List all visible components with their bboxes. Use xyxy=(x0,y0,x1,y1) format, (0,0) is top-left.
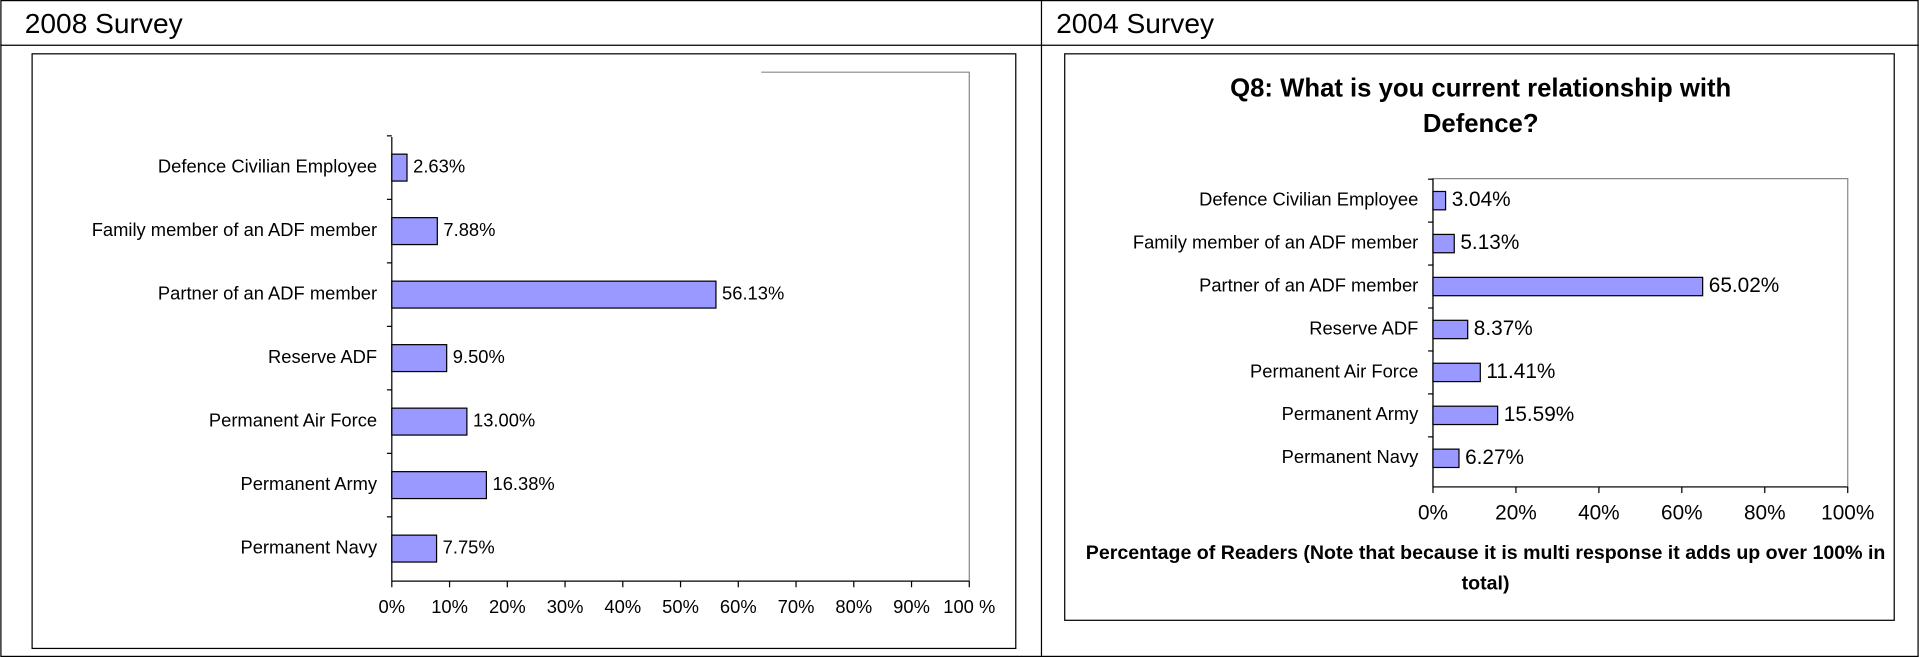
y-tick-label: Reserve ADF xyxy=(1309,317,1418,338)
x-tick-label: 50% xyxy=(662,596,699,617)
x-tick-label: 80% xyxy=(1744,501,1786,524)
y-tick-label: Partner of an ADF member xyxy=(1199,274,1418,295)
data-label: 13.00% xyxy=(473,409,535,430)
bar xyxy=(391,217,438,246)
bar xyxy=(391,471,488,500)
data-label: 9.50% xyxy=(453,346,505,367)
y-tick-label: Permanent Air Force xyxy=(1250,360,1418,381)
bar xyxy=(1432,276,1704,297)
data-label: 5.13% xyxy=(1460,231,1519,254)
chart-title-box: Q8: What is you current relationship wit… xyxy=(1230,74,1732,139)
panel-heading: 2004 Survey xyxy=(1056,8,1214,39)
panel-heading: 2008 Survey xyxy=(25,8,183,39)
bar xyxy=(1432,190,1447,211)
x-tick-label: 40% xyxy=(1578,501,1620,524)
data-label: 16.38% xyxy=(493,473,555,494)
x-tick-label: 70% xyxy=(778,596,815,617)
bar xyxy=(1432,233,1455,254)
chart-title: Q8: What is you current relationship wit… xyxy=(1230,74,1732,139)
y-tick-label: Defence Civilian Employee xyxy=(1199,188,1418,209)
bar xyxy=(1432,448,1460,469)
bar xyxy=(391,534,438,563)
bar xyxy=(391,344,448,373)
data-label: 6.27% xyxy=(1465,446,1524,469)
bar xyxy=(1432,405,1499,426)
x-tick-label: 0% xyxy=(379,596,406,617)
x-tick-label: 10% xyxy=(431,596,468,617)
x-tick-label: 90% xyxy=(893,596,930,617)
chart-frame xyxy=(1064,53,1895,621)
y-tick-label: Permanent Air Force xyxy=(209,409,377,430)
data-label: 3.04% xyxy=(1452,188,1511,211)
bar xyxy=(1432,319,1469,340)
chart-frame xyxy=(31,53,1017,650)
x-tick-label: 40% xyxy=(604,596,641,617)
y-tick-label: Reserve ADF xyxy=(268,346,377,367)
data-label: 56.13% xyxy=(722,282,784,303)
bar xyxy=(391,280,717,309)
x-tick-label: 100 % xyxy=(943,596,995,617)
x-tick-label: 60% xyxy=(1661,501,1703,524)
bar xyxy=(391,407,468,436)
data-label: 65.02% xyxy=(1709,274,1779,297)
data-label: 7.88% xyxy=(443,219,495,240)
data-label: 2.63% xyxy=(413,155,465,176)
y-tick-label: Family member of an ADF member xyxy=(1133,231,1418,252)
x-tick-label: 0% xyxy=(1418,501,1448,524)
data-label: 8.37% xyxy=(1474,317,1533,340)
data-label: 11.41% xyxy=(1486,360,1555,383)
x-tick-label: 80% xyxy=(835,596,872,617)
x-tick-label: 30% xyxy=(547,596,584,617)
x-tick-label: 100% xyxy=(1821,501,1874,524)
x-tick-label: 60% xyxy=(720,596,757,617)
y-tick-label: Family member of an ADF member xyxy=(92,219,377,240)
bar xyxy=(1432,362,1481,383)
y-tick-label: Permanent Army xyxy=(241,473,378,494)
x-axis-title-box: Percentage of Readers (Note that because… xyxy=(1085,543,1886,595)
y-tick-label: Permanent Navy xyxy=(1282,446,1419,467)
y-tick-label: Permanent Army xyxy=(1282,403,1419,424)
plot-frame xyxy=(761,71,970,582)
x-axis-title: Percentage of Readers (Note that because… xyxy=(1085,543,1886,595)
x-tick-label: 20% xyxy=(1495,501,1537,524)
bar xyxy=(391,153,408,182)
data-label: 7.75% xyxy=(443,536,495,557)
data-label: 15.59% xyxy=(1504,403,1574,426)
y-tick-label: Partner of an ADF member xyxy=(158,282,377,303)
y-tick-label: Permanent Navy xyxy=(241,536,378,557)
x-tick-label: 20% xyxy=(489,596,526,617)
y-tick-label: Defence Civilian Employee xyxy=(158,155,377,176)
